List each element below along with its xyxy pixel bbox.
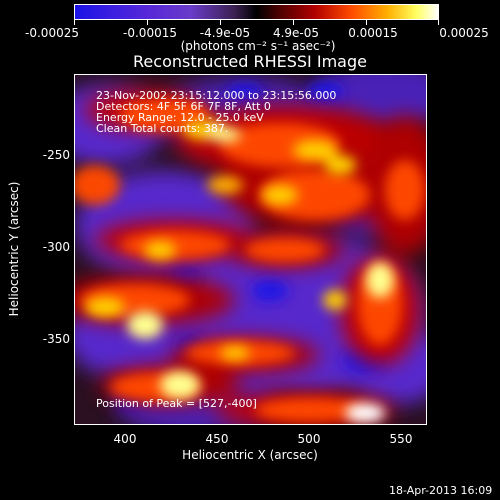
timestamp: 18-Apr-2013 16:09	[389, 484, 493, 497]
y-axis-label: Heliocentric Y (arcsec)	[7, 181, 21, 317]
x-axis-label: Heliocentric X (arcsec)	[182, 448, 318, 462]
plot-frame: 23-Nov-2002 23:15:12.000 to 23:15:56.000…	[74, 74, 427, 425]
info-total-counts: Clean Total counts: 387.	[96, 122, 229, 135]
info-energy-range: Energy Range: 12.0 - 25.0 keV	[96, 111, 264, 124]
y-tick-label: -300	[42, 240, 70, 254]
colorbar-tick-label: -0.00025	[25, 26, 79, 40]
y-tick-label: -350	[42, 332, 70, 346]
y-tick-label: -250	[42, 148, 70, 162]
info-detectors: Detectors: 4F 5F 6F 7F 8F, Att 0	[96, 100, 271, 113]
colorbar-tick-label: 0.00015	[348, 26, 398, 40]
colorbar-tick-label: 0.00025	[439, 26, 489, 40]
peak-position-label: Position of Peak = [527,-400]	[96, 397, 257, 410]
colorbar-units-label: (photons cm⁻² s⁻¹ asec⁻²)	[180, 39, 336, 53]
x-tick-label: 450	[205, 432, 229, 446]
x-tick-label: 550	[389, 432, 413, 446]
info-time-range: 23-Nov-2002 23:15:12.000 to 23:15:56.000	[96, 89, 337, 102]
colorbar-ticks	[74, 20, 439, 26]
x-tick-label: 400	[113, 432, 137, 446]
colorbar-tick-label: 4.9e-05	[272, 26, 320, 40]
plot-title: Reconstructed RHESSI Image	[133, 52, 367, 71]
colorbar-tick-label: -4.9e-05	[199, 26, 251, 40]
x-tick-label: 500	[297, 432, 321, 446]
reconstructed-image	[75, 75, 426, 424]
colorbar	[74, 4, 439, 20]
colorbar-tick-label: -0.00015	[123, 26, 177, 40]
